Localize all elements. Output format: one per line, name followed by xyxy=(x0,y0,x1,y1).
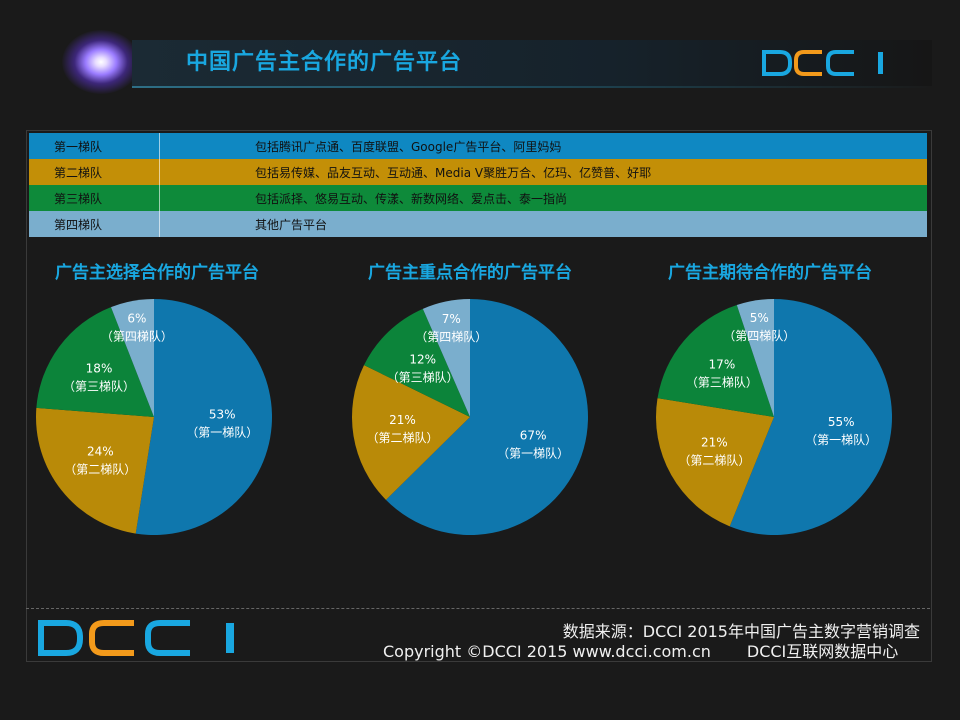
pie-slice-4 xyxy=(110,299,154,417)
pie-category-label: （第三梯队） xyxy=(63,378,135,393)
pie-slice-3 xyxy=(36,307,154,417)
pie-category-label: （第一梯队） xyxy=(186,424,258,439)
pie-value-label: 21% xyxy=(701,436,728,450)
copyright-line: Copyright ©DCCI 2015 www.dcci.com.cn DCCI… xyxy=(383,638,898,662)
tier-desc: 其他广告平台 xyxy=(255,217,328,232)
pie-category-label: （第一梯队） xyxy=(805,432,877,447)
pie-slice-2 xyxy=(656,398,774,527)
org-name: DCCI互联网数据中心 xyxy=(746,642,899,661)
pie-category-label: （第四梯队） xyxy=(723,328,795,343)
pie-value-label: 7% xyxy=(442,312,461,326)
pie-slice-2 xyxy=(352,365,470,500)
pie-value-label: 12% xyxy=(409,353,436,367)
pie-slice-4 xyxy=(422,299,470,417)
content-frame xyxy=(26,130,932,662)
tier-name: 第四梯队 xyxy=(29,211,160,237)
pie-category-label: （第四梯队） xyxy=(101,329,173,344)
tier-row-3: 第三梯队 包括派择、悠易互动、传漾、新数网络、爱点击、泰一指尚 xyxy=(29,185,927,211)
pie-value-label: 17% xyxy=(709,358,736,372)
pie-slice-1 xyxy=(135,299,272,535)
pie-slice-1 xyxy=(729,299,892,535)
pie-slice-1 xyxy=(385,299,588,535)
pie-value-label: 18% xyxy=(86,361,113,375)
tier-row-1: 第一梯队 包括腾讯广点通、百度联盟、Google广告平台、阿里妈妈 xyxy=(29,133,927,159)
title-underline xyxy=(132,86,932,88)
tier-name: 第一梯队 xyxy=(29,133,160,159)
tier-name: 第三梯队 xyxy=(29,185,160,211)
pie-value-label: 6% xyxy=(127,312,146,326)
dcci-logo-top xyxy=(762,50,883,76)
footer-divider xyxy=(26,608,930,609)
dcci-logo-bottom xyxy=(38,620,234,656)
tier-table: 第一梯队 包括腾讯广点通、百度联盟、Google广告平台、阿里妈妈 第二梯队 包… xyxy=(29,133,927,237)
starburst-decoration xyxy=(62,30,140,94)
tier-desc: 包括易传媒、品友互动、互动通、Media V聚胜万合、亿玛、亿赞普、好耶 xyxy=(255,165,652,180)
pie-value-label: 24% xyxy=(87,444,114,458)
pie-category-label: （第四梯队） xyxy=(415,329,487,344)
tier-desc: 包括派择、悠易互动、传漾、新数网络、爱点击、泰一指尚 xyxy=(255,191,568,206)
pie-value-label: 55% xyxy=(828,415,855,429)
pie-value-label: 21% xyxy=(389,413,416,427)
pie-slice-3 xyxy=(364,308,470,417)
pie-value-label: 5% xyxy=(750,311,769,325)
pie-category-label: （第三梯队） xyxy=(686,375,758,390)
pie-category-label: （第三梯队） xyxy=(387,370,459,385)
pie-title-select: 广告主选择合作的广告平台 xyxy=(55,263,259,283)
pie-chart-select: 53% （第一梯队） 24% （第二梯队） 18% （第三梯队） 6% （第四梯队） xyxy=(36,299,272,535)
pie-title-focus: 广告主重点合作的广告平台 xyxy=(368,263,572,283)
pie-slice-2 xyxy=(36,407,155,534)
pie-category-label: （第一梯队） xyxy=(497,445,569,460)
page-title: 中国广告主合作的广告平台 xyxy=(186,50,463,75)
pie-value-label: 53% xyxy=(209,407,236,421)
title-bar xyxy=(132,40,932,86)
pie-chart-expect: 55% （第一梯队） 21% （第二梯队） 17% （第三梯队） 5% （第四梯队） xyxy=(656,299,892,535)
copyright-text: Copyright ©DCCI 2015 www.dcci.com.cn xyxy=(383,642,711,661)
pie-category-label: （第二梯队） xyxy=(64,461,136,476)
data-source: 数据来源：DCCI 2015年中国广告主数字营销调查 xyxy=(562,622,920,641)
tier-row-4: 第四梯队 其他广告平台 xyxy=(29,211,927,237)
pie-slice-4 xyxy=(736,299,774,417)
pie-chart-focus: 67% （第一梯队） 21% （第二梯队） 12% （第三梯队） 7% （第四梯队） xyxy=(352,299,588,535)
tier-name: 第二梯队 xyxy=(29,159,160,185)
header: 中国广告主合作的广告平台 xyxy=(0,0,960,100)
pie-slice-3 xyxy=(657,305,774,417)
tier-desc: 包括腾讯广点通、百度联盟、Google广告平台、阿里妈妈 xyxy=(255,139,562,154)
pie-value-label: 67% xyxy=(520,428,547,442)
tier-row-2: 第二梯队 包括易传媒、品友互动、互动通、Media V聚胜万合、亿玛、亿赞普、好… xyxy=(29,159,927,185)
pie-category-label: （第二梯队） xyxy=(366,430,438,445)
pie-category-label: （第二梯队） xyxy=(678,453,750,468)
pie-title-expect: 广告主期待合作的广告平台 xyxy=(668,263,872,283)
